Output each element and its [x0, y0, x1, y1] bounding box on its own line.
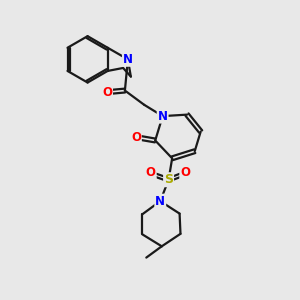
Text: O: O: [180, 167, 190, 179]
Text: O: O: [102, 85, 112, 98]
Text: N: N: [123, 53, 133, 66]
Text: S: S: [164, 173, 173, 186]
Text: N: N: [158, 110, 168, 123]
Text: O: O: [146, 167, 156, 179]
Text: N: N: [155, 195, 165, 208]
Text: O: O: [131, 131, 141, 144]
